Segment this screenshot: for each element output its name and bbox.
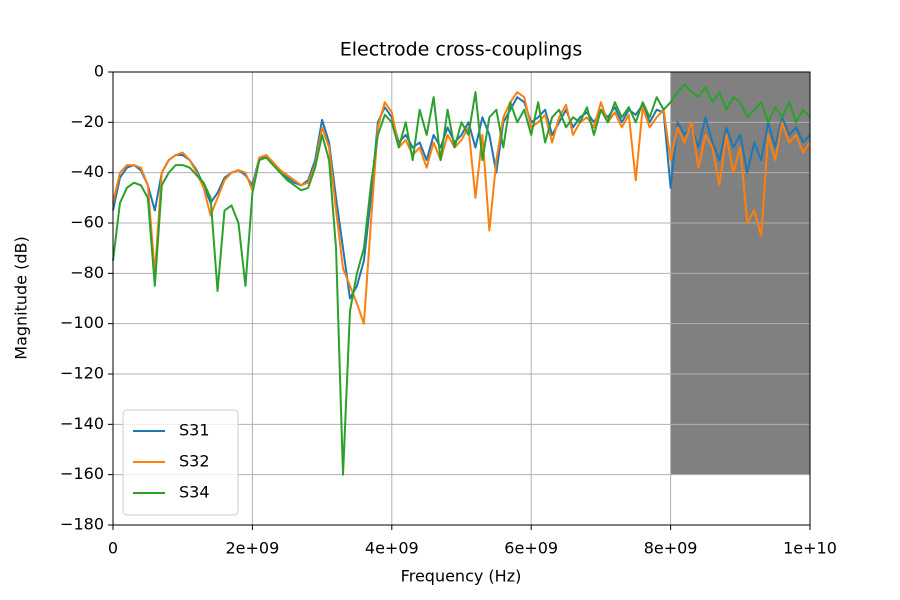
x-tick-label: 0 <box>108 539 118 558</box>
legend: S31 S32 S34 <box>122 409 239 516</box>
plot-frame <box>112 71 811 526</box>
series-line <box>112 91 811 325</box>
y-tick-label: −140 <box>60 414 104 433</box>
x-tick-label: 6e+09 <box>504 539 558 558</box>
x-tick-label: 8e+09 <box>644 539 698 558</box>
x-tick-label: 2e+09 <box>226 539 280 558</box>
y-tick-label: −100 <box>60 313 104 332</box>
y-tick-label: −60 <box>70 213 104 232</box>
x-axis-label: Frequency (Hz) <box>401 567 522 586</box>
chart-title: Electrode cross-couplings <box>340 39 583 61</box>
series-line <box>112 83 811 476</box>
y-tick-label: −80 <box>70 263 104 282</box>
y-tick-label: 0 <box>94 62 104 81</box>
y-tick-label: −160 <box>60 464 104 483</box>
y-tick-label: −40 <box>70 162 104 181</box>
y-tick-label: −20 <box>70 112 104 131</box>
legend-label: S32 <box>179 452 210 471</box>
x-tick-label: 1e+10 <box>783 539 837 558</box>
legend-label: S34 <box>179 483 210 502</box>
x-tick-label: 4e+09 <box>365 539 419 558</box>
legend-frame <box>122 409 239 516</box>
y-tick-label: −180 <box>60 515 104 534</box>
y-axis-label: Magnitude (dB) <box>12 236 31 359</box>
legend-label: S31 <box>179 421 210 440</box>
y-tick-label: −120 <box>60 364 104 383</box>
